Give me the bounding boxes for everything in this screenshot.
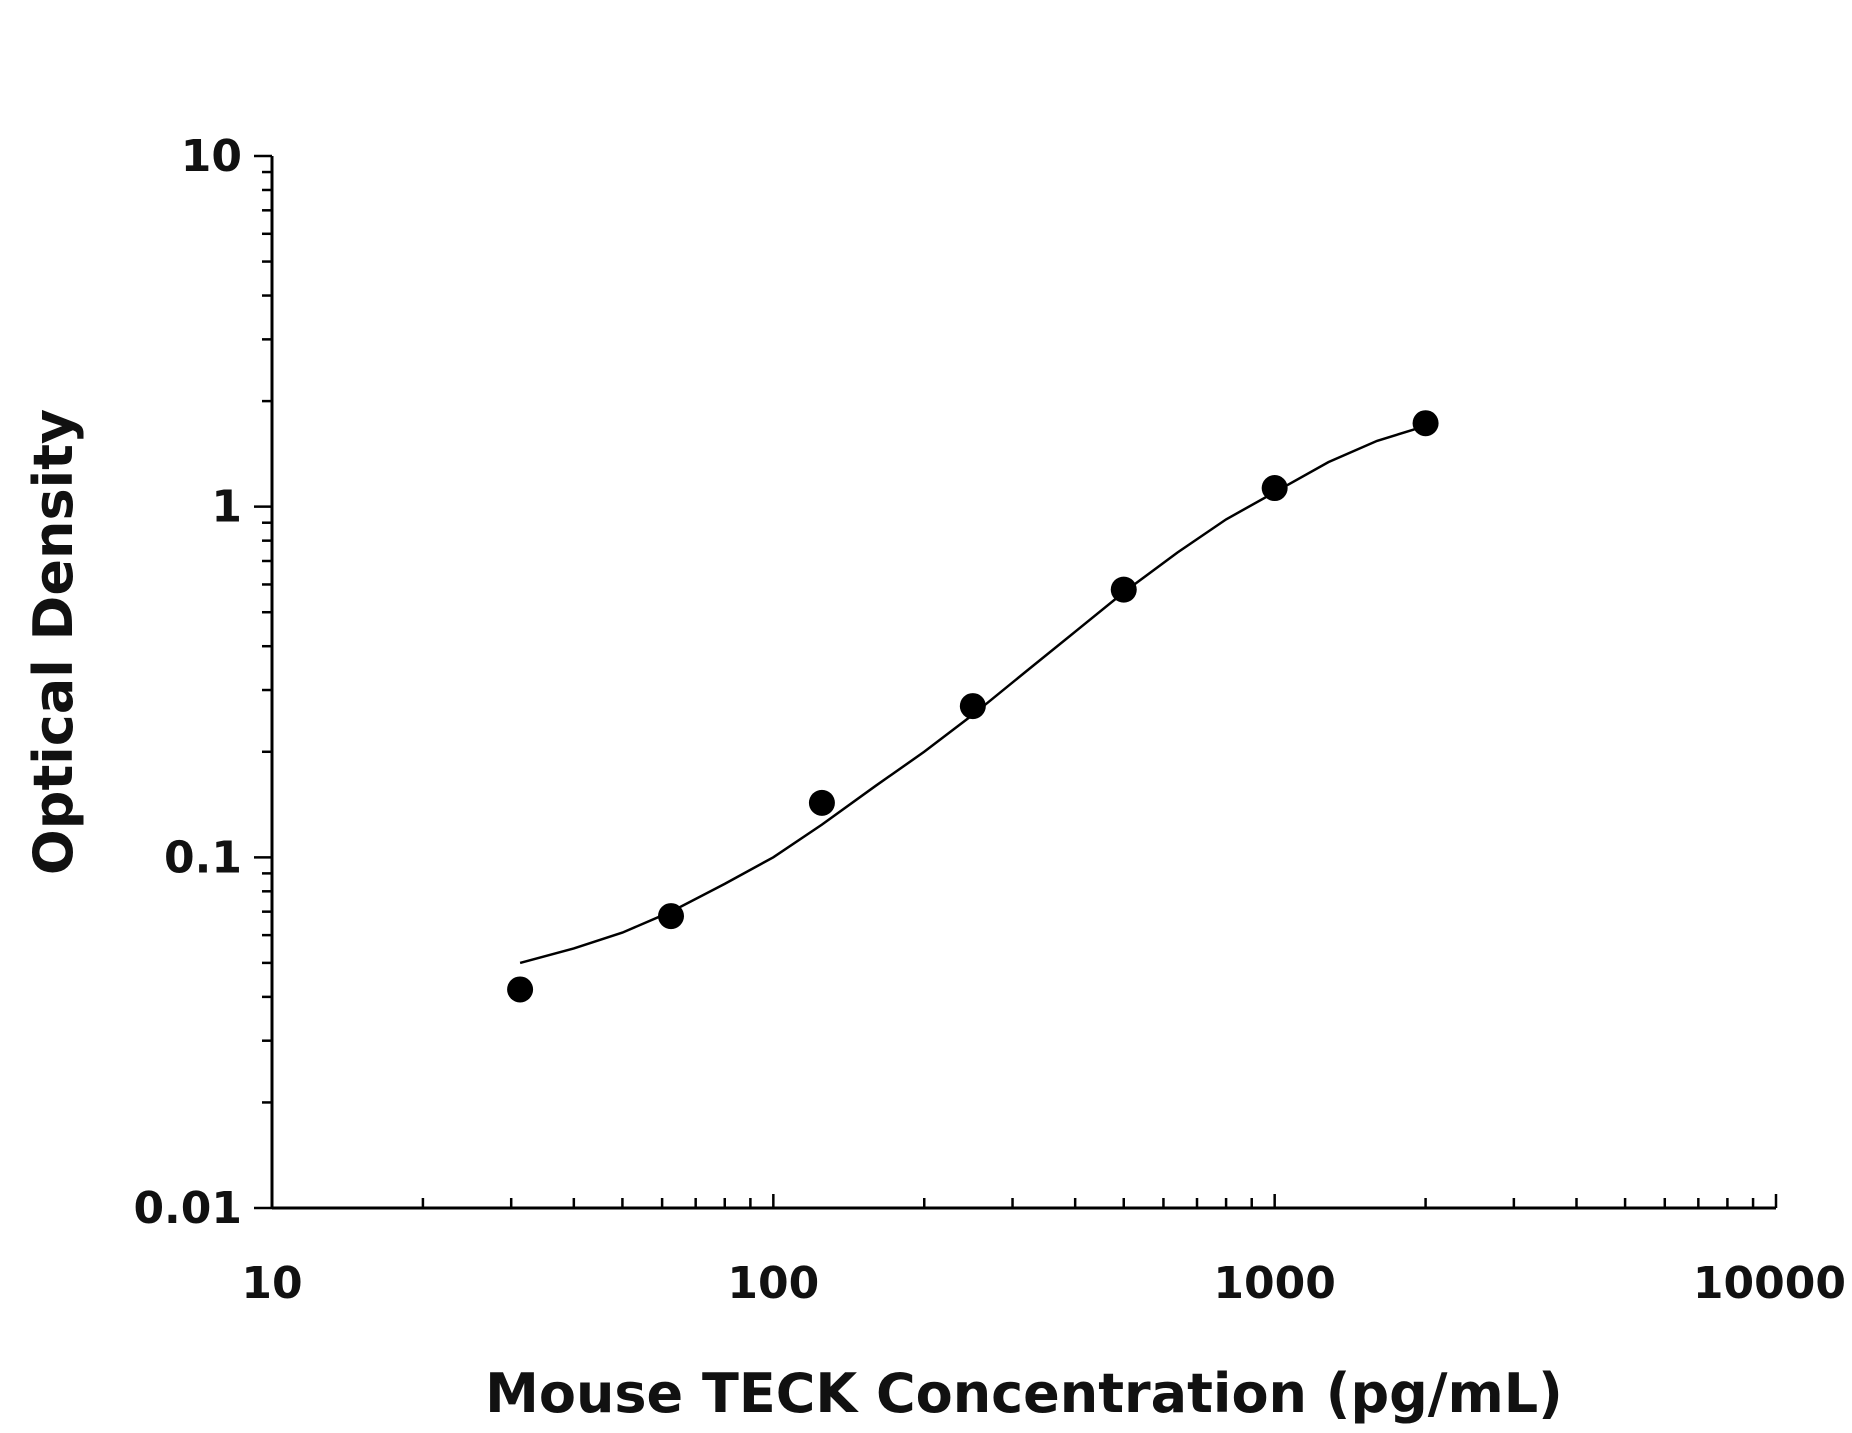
data-points-layer [507,410,1439,1003]
x-tick-label: 100 [727,1258,819,1309]
y-tick-label: 0.1 [164,832,242,883]
y-axis-title: Optical Density [22,409,85,875]
data-point [1110,576,1137,603]
y-tick-label: 10 [181,131,242,182]
data-point [959,693,986,720]
data-point [658,903,685,930]
data-point [507,976,534,1003]
axes: 0.01 0.1 1 10 10 100 1000 10000 [133,131,1846,1309]
y-tick-label: 0.01 [133,1183,242,1234]
y-tick-label: 1 [211,482,242,533]
x-tick-label: 1000 [1213,1258,1335,1309]
x-axis-title: Mouse TECK Concentration (pg/mL) [485,1362,1563,1425]
x-tick-label: 10000 [1693,1258,1846,1309]
data-point [808,789,835,816]
x-tick-label: 10 [241,1258,302,1309]
data-point [1261,475,1288,502]
data-point [1412,410,1439,437]
